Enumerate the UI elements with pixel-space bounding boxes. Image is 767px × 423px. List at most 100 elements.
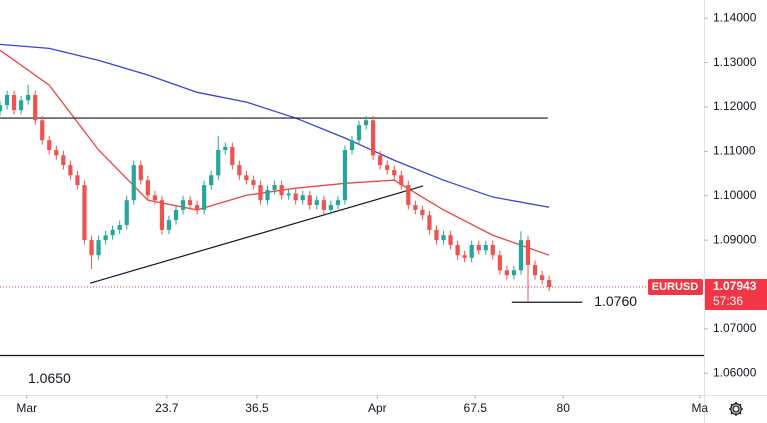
candle-body	[399, 175, 404, 186]
candle-body	[314, 200, 319, 206]
candle-body	[371, 120, 376, 156]
candle-body	[518, 240, 524, 271]
candle-body	[328, 205, 333, 210]
candle-body	[180, 200, 186, 210]
candle-body	[378, 155, 383, 166]
candle-body	[441, 235, 446, 241]
candle-body	[237, 165, 242, 176]
candle-body	[68, 165, 73, 176]
candle-body	[455, 244, 460, 256]
x-tick-label: 80	[557, 401, 571, 415]
candle-body	[286, 193, 291, 196]
candle-body	[462, 255, 467, 258]
candle-body	[75, 175, 80, 186]
x-tick-label: 23.7	[155, 401, 179, 415]
candle-body	[216, 150, 221, 176]
x-tick-label: Mar	[16, 401, 37, 415]
candle-body	[96, 240, 101, 256]
candle-body	[363, 120, 369, 126]
candle-body	[547, 280, 552, 288]
candle-body	[61, 155, 66, 166]
candle-body	[448, 235, 453, 245]
candle-body	[152, 195, 157, 201]
candle-body	[230, 146, 235, 166]
candle-body	[483, 244, 488, 251]
y-tick-label: 1.14000	[713, 10, 757, 24]
candle-body	[0, 105, 3, 112]
x-tick-label: 36.5	[245, 401, 269, 415]
y-tick-label: 1.07000	[713, 321, 757, 335]
y-tick-label: 1.09000	[713, 232, 757, 246]
candle-body	[82, 185, 87, 241]
candle-body	[195, 205, 200, 210]
trendline	[89, 185, 424, 284]
candle-body	[258, 185, 263, 201]
candle-body	[54, 150, 59, 156]
candle-body	[406, 185, 411, 206]
gear-ring	[730, 403, 742, 415]
candle-body	[223, 146, 228, 151]
symbol-label: EURUSD	[652, 281, 699, 293]
candle-body	[40, 120, 45, 141]
candle-body	[89, 240, 94, 256]
candle-body	[497, 255, 502, 271]
candle-body	[11, 94, 17, 111]
candle-body	[511, 270, 517, 276]
moving-average	[0, 49, 550, 256]
x-tick-label: 67.5	[464, 401, 488, 415]
candle-body	[138, 165, 143, 181]
candle-body	[145, 180, 150, 196]
y-tick-label: 1.11000	[713, 144, 756, 158]
candle-body	[279, 185, 284, 196]
candle-body	[349, 140, 355, 151]
y-tick-label: 1.10000	[713, 188, 757, 202]
candle-body	[202, 185, 207, 210]
y-tick-label: 1.13000	[713, 55, 757, 69]
candle-body	[159, 200, 165, 230]
candle-body	[476, 244, 481, 251]
candle-body	[385, 165, 390, 170]
candle-body	[392, 169, 397, 176]
candle-body	[103, 235, 108, 241]
candle-body	[265, 189, 270, 201]
candle-body	[413, 205, 418, 210]
candle-body	[166, 220, 172, 230]
candle-body	[490, 244, 495, 256]
settings-icon[interactable]	[729, 402, 743, 416]
level-label: 1.0760	[594, 293, 637, 309]
candle-body	[187, 200, 193, 206]
x-tick-label: Apr	[368, 401, 387, 415]
candle-body	[209, 175, 214, 186]
candle-body	[434, 229, 439, 241]
candle-body	[469, 244, 474, 258]
candle-body	[321, 200, 326, 210]
candle-body	[272, 185, 277, 190]
candle-body	[420, 209, 425, 216]
moving-average	[0, 43, 550, 208]
candle-body	[4, 94, 10, 106]
candle-body	[19, 100, 24, 111]
countdown-label: 57:36	[713, 294, 743, 308]
candle-body	[293, 193, 298, 201]
last-price-label: 1.07943	[713, 279, 757, 293]
candle-body	[33, 94, 38, 121]
candle-body	[504, 270, 509, 276]
price-tag	[705, 279, 767, 311]
candle-body	[173, 209, 179, 221]
y-tick-label: 1.12000	[713, 99, 757, 113]
candle-body	[356, 125, 362, 141]
symbol-tag	[648, 279, 703, 296]
y-tick-label: 1.06000	[713, 365, 757, 379]
candle-body	[532, 264, 538, 276]
candle-body	[47, 140, 52, 151]
candle-body	[117, 225, 122, 230]
candle-body	[525, 240, 531, 265]
candle-body	[427, 215, 432, 230]
candle-body	[335, 200, 341, 206]
candle-body	[124, 200, 129, 226]
candle-body	[307, 195, 312, 206]
candle-body	[342, 150, 348, 201]
gear-center	[732, 405, 740, 413]
